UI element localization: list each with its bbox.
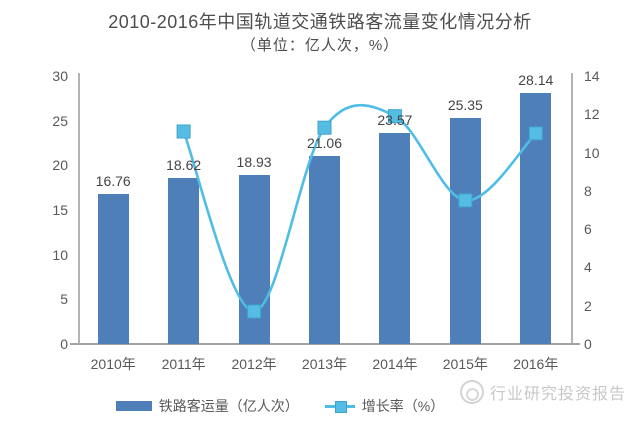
legend-item-bar-series: 铁路客运量（亿人次） [115, 396, 299, 416]
bar-value-label: 18.93 [236, 153, 272, 170]
chart-subtitle: （单位：亿人次，%） [240, 37, 400, 54]
x-axis-line [70, 343, 580, 345]
left-axis-tick: 15 [52, 202, 68, 218]
right-axis-tick: 12 [584, 106, 600, 123]
bar [520, 92, 552, 344]
bar [379, 133, 411, 344]
bar [449, 117, 481, 344]
x-axis-label: 2014年 [372, 356, 418, 372]
x-axis-label: 2015年 [442, 356, 488, 372]
bar-value-label: 28.14 [518, 71, 554, 88]
right-axis-tick: 4 [584, 259, 592, 276]
left-axis-tick: 25 [52, 112, 68, 129]
right-axis-tick: 14 [584, 68, 600, 84]
bar [97, 194, 129, 344]
bar-value-label: 18.62 [166, 156, 202, 173]
x-axis-label: 2012年 [231, 356, 277, 372]
bar-series-swatch-icon [115, 401, 152, 411]
bar-value-label: 25.35 [447, 96, 483, 113]
bar [309, 155, 340, 344]
right-axis-tick: 8 [584, 182, 592, 199]
left-axis-tick: 20 [52, 157, 68, 174]
right-axis-tick: 10 [584, 144, 600, 161]
left-axis-tick: 30 [52, 68, 68, 84]
legend: 铁路客运量（亿人次） 增长率（%） [0, 396, 560, 416]
x-axis-label: 2010年 [90, 356, 136, 372]
left-axis-tick: 0 [60, 336, 68, 352]
x-axis-label: 2013年 [301, 356, 348, 372]
right-axis-line [571, 73, 573, 344]
left-axis-line [78, 73, 80, 344]
bar-value-label: 16.76 [95, 173, 131, 190]
bar [168, 177, 200, 344]
growth-marker [176, 124, 191, 139]
legend-label-line-series: 增长率（%） [361, 398, 445, 414]
x-axis-label: 2011年 [161, 356, 206, 372]
bar [238, 174, 270, 344]
right-axis-tick: 0 [584, 336, 592, 352]
watermark: 行业研究投资报告 [460, 380, 626, 404]
legend-label-bar-series: 铁路客运量（亿人次） [158, 398, 299, 414]
legend-item-line-series: 增长率（%） [324, 396, 445, 416]
bar-value-label: 23.57 [377, 112, 413, 129]
growth-marker [317, 120, 332, 135]
x-axis-label: 2016年 [513, 356, 559, 372]
left-axis-tick: 10 [52, 246, 68, 263]
watermark-text: 行业研究投资报告 [490, 386, 627, 403]
bar-value-label: 21.06 [306, 134, 343, 151]
chart-title: 2010-2016年中国轨道交通铁路客流量变化情况分析 [108, 12, 532, 32]
watermark-circle-logo-icon [460, 380, 484, 404]
right-axis-tick: 2 [584, 297, 592, 314]
right-axis-tick: 6 [584, 221, 592, 238]
left-axis-tick: 5 [60, 291, 68, 308]
line-series-swatch-icon [324, 400, 355, 413]
